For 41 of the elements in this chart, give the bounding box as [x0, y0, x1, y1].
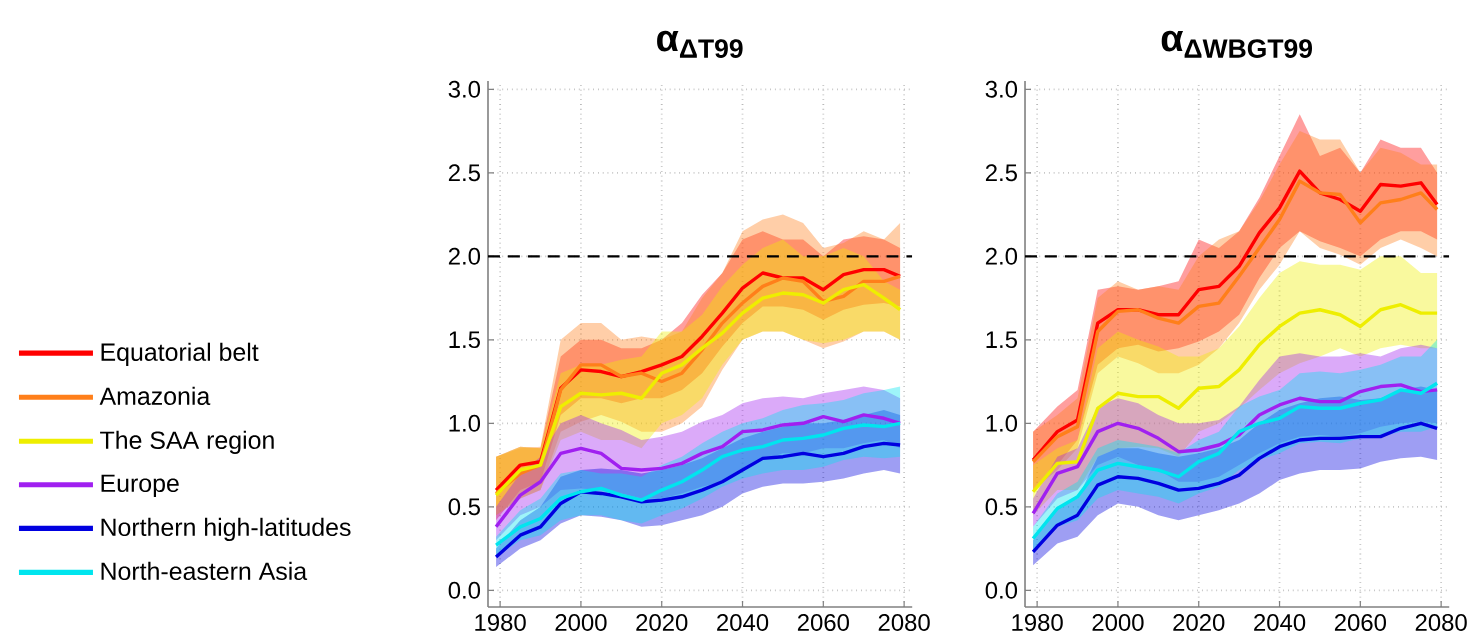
x-tick-label: 1980	[475, 614, 526, 631]
x-tick-label: 2080	[878, 614, 930, 631]
x-tick-label: 2040	[1254, 614, 1306, 631]
y-tick-label: 1.0	[449, 414, 481, 432]
x-tick-label: 2020	[1173, 614, 1225, 631]
x-tick-label: 2060	[1334, 614, 1386, 631]
legend-label: North-eastern Asia	[101, 561, 308, 581]
x-tick-label: 2060	[797, 614, 849, 631]
x-tick-label: 2040	[717, 614, 769, 631]
y-tick-label: 0.5	[448, 498, 480, 516]
x-tick-label: 2000	[555, 614, 607, 631]
x-tick-label: 2000	[1092, 614, 1144, 631]
legend-label: Equatorial belt	[101, 342, 259, 366]
y-tick-label: 1.5	[449, 331, 480, 349]
chart-title: α$_{ΔWBGT99}$	[1161, 30, 1313, 58]
y-tick-label: 2.5	[985, 164, 1017, 182]
line-series	[1031, 303, 1439, 494]
chart-title: α$_{ΔT99}$	[657, 30, 743, 58]
line-series	[1031, 383, 1439, 516]
y-tick-label: 1.0	[986, 414, 1018, 432]
legend-label: Amazonia	[99, 386, 211, 405]
y-tick-label: 3.0	[448, 80, 481, 98]
legend-label: The SAA region	[100, 430, 274, 454]
line-series	[1031, 381, 1439, 541]
x-tick-label: 1980	[1012, 614, 1063, 631]
y-tick-label: 1.5	[986, 331, 1017, 349]
y-tick-label: 0.0	[985, 581, 1018, 599]
y-tick-label: 0.5	[985, 498, 1017, 516]
legend-label: Northern high-latitudes	[101, 517, 351, 542]
y-tick-label: 2.5	[448, 164, 480, 182]
legend-label: Europe	[101, 474, 179, 498]
line-series	[494, 441, 902, 559]
line-series	[494, 413, 902, 529]
line-series	[494, 421, 902, 547]
y-tick-label: 0.0	[448, 581, 481, 599]
y-tick-label: 3.0	[985, 80, 1018, 98]
y-tick-label: 2.0	[985, 247, 1018, 265]
x-tick-label: 2080	[1415, 614, 1467, 631]
x-tick-label: 2020	[636, 614, 688, 631]
line-series	[1031, 421, 1439, 554]
y-tick-label: 2.0	[448, 247, 481, 265]
